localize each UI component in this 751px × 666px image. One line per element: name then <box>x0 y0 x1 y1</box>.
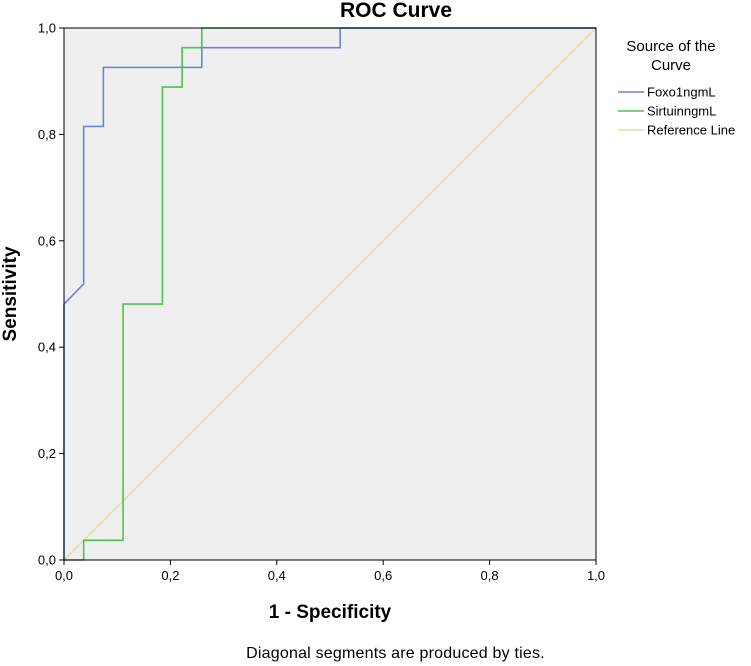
series-line-reference-line <box>63 27 597 561</box>
legend-label-sirtuinngml: SirtuinngmL <box>647 104 716 119</box>
series-line-foxo1ngml <box>63 27 596 560</box>
x-tick-label: 0,2 <box>161 568 179 583</box>
y-axis-ticks: 0,0 0,2 0,4 0,6 0,8 1,0 <box>38 21 64 568</box>
x-tick-label: 0,0 <box>55 568 73 583</box>
y-tick-label: 0,8 <box>38 127 56 142</box>
chart-title: ROC Curve <box>340 0 452 22</box>
legend-label-foxo1ngml: Foxo1ngmL <box>647 85 716 100</box>
x-tick-label: 0,4 <box>268 568 286 583</box>
plot-frame <box>63 27 597 561</box>
legend-label-reference-line: Reference Line <box>647 123 735 138</box>
legend-title: Source of the <box>626 38 715 55</box>
x-tick-label: 0,6 <box>374 568 392 583</box>
footnote: Diagonal segments are produced by ties. <box>246 645 545 662</box>
series-line-sirtuinngml <box>64 27 596 561</box>
y-tick-label: 1,0 <box>38 21 56 36</box>
y-tick-label: 0,2 <box>38 446 56 461</box>
x-tick-label: 0,8 <box>481 568 499 583</box>
plot-area <box>63 27 597 561</box>
y-axis-label: Sensitivity <box>0 246 21 341</box>
x-tick-label: 1,0 <box>587 568 605 583</box>
y-tick-label: 0,0 <box>38 553 56 568</box>
y-tick-label: 0,4 <box>38 340 56 355</box>
legend-title: Curve <box>651 57 691 74</box>
x-axis-label: 1 - Specificity <box>269 602 392 623</box>
y-tick-label: 0,6 <box>38 233 56 248</box>
x-axis-ticks: 0,0 0,2 0,4 0,6 0,8 1,0 <box>55 560 605 583</box>
legend: Source of the Curve Foxo1ngmL SirtuinngmL Re… <box>618 38 735 138</box>
